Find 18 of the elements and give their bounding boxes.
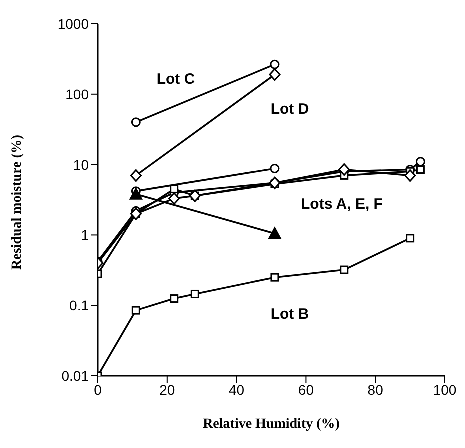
x-tick-label: 0: [94, 382, 102, 398]
x-axis-title: Relative Humidity (%): [203, 417, 340, 432]
y-tick-label: 0.1: [70, 298, 90, 314]
annotation: Lots A, E, F: [301, 196, 383, 213]
y-tick-label: 0.01: [62, 368, 90, 384]
x-tick-label: 100: [433, 382, 457, 398]
y-axis-title: Residual moisture (%): [10, 134, 25, 270]
x-tick-label: 60: [298, 382, 314, 398]
x-tick-label: 20: [160, 382, 176, 398]
y-tick-label: 1: [81, 227, 90, 244]
x-tick-label: 40: [229, 382, 245, 398]
annotation: Lot C: [156, 70, 196, 88]
y-tick-label: 1000: [58, 16, 90, 32]
annotation: Lot D: [270, 100, 310, 118]
x-tick-label: 80: [368, 382, 384, 398]
annotation: Lot B: [270, 306, 310, 323]
y-tick-label: 100: [66, 86, 90, 102]
y-tick-label: 10: [73, 156, 90, 173]
